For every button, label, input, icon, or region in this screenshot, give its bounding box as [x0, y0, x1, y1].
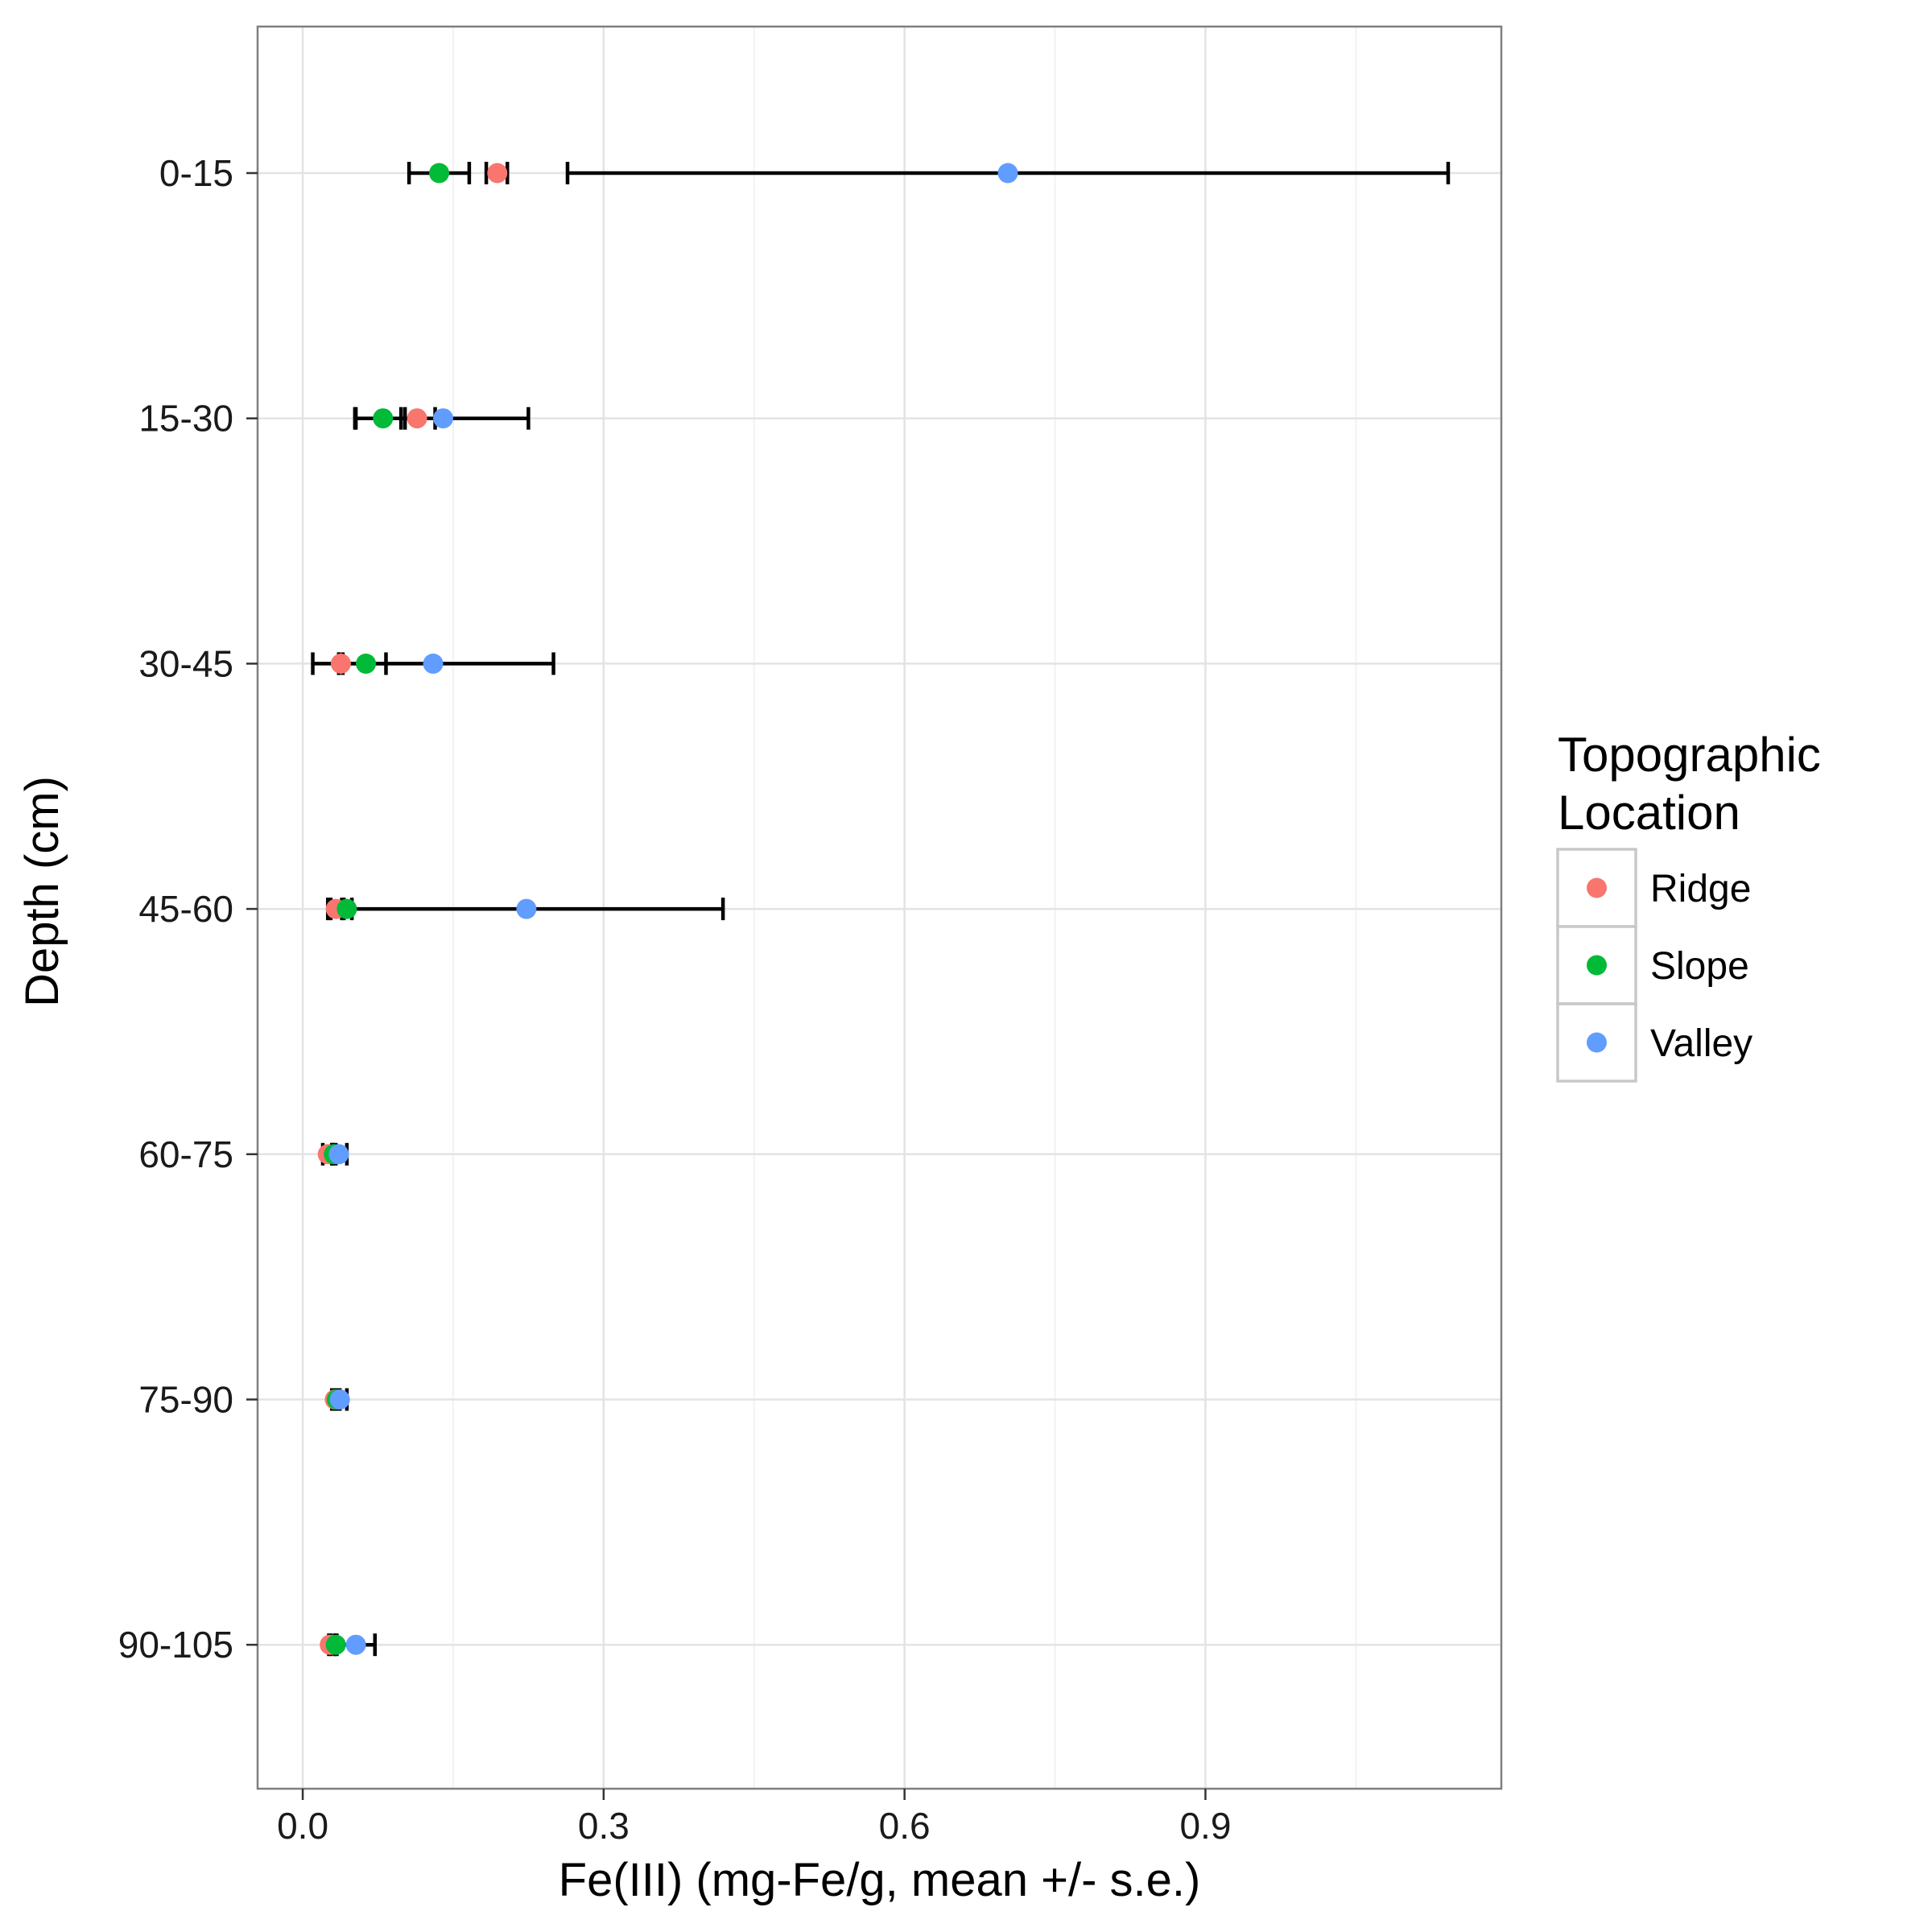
data-point-valley — [345, 1634, 366, 1655]
data-point-valley — [328, 1144, 349, 1165]
legend-key-valley — [1587, 1032, 1607, 1053]
x-tick-label: 0.6 — [879, 1805, 931, 1847]
legend-key-slope — [1587, 955, 1607, 976]
data-point-slope — [373, 408, 394, 429]
data-point-valley — [516, 898, 537, 919]
data-point-slope — [325, 1634, 346, 1655]
legend-label-ridge: Ridge — [1650, 868, 1751, 910]
y-tick-label: 0-15 — [159, 152, 233, 194]
data-point-valley — [433, 408, 454, 429]
data-points — [317, 163, 1018, 1655]
legend-title-line-1: Topographic — [1558, 728, 1821, 782]
x-axis-title: Fe(III) (mg-Fe/g, mean +/- s.e.) — [559, 1854, 1201, 1906]
data-point-ridge — [407, 408, 427, 429]
legend-keys: Ridge Slope Valley — [1556, 848, 1752, 1083]
legend-title-line-2: Location — [1558, 786, 1740, 840]
data-point-slope — [336, 898, 357, 919]
legend: Topographic Location Ridge Slope Valley — [1556, 728, 1821, 1083]
data-point-slope — [429, 163, 450, 184]
y-axis-title: Depth (cm) — [16, 776, 68, 1007]
y-tick-label: 60-75 — [138, 1133, 233, 1175]
data-point-ridge — [487, 163, 508, 184]
x-tick-label: 0.0 — [277, 1805, 328, 1847]
y-tick-label: 15-30 — [138, 398, 233, 440]
y-tick-label: 90-105 — [118, 1624, 233, 1666]
data-point-valley — [329, 1389, 350, 1410]
data-point-ridge — [330, 653, 351, 674]
data-point-valley — [997, 163, 1018, 184]
y-tick-label: 75-90 — [138, 1379, 233, 1421]
panel-border — [256, 25, 1503, 1790]
data-point-valley — [423, 653, 444, 674]
y-tick-label: 45-60 — [138, 888, 233, 930]
data-point-slope — [356, 653, 377, 674]
axes: 0.0 0.3 0.6 0.9 0-15 15-30 30-45 45-60 60-75 75-9… — [118, 152, 1232, 1847]
x-tick-label: 0.3 — [578, 1805, 630, 1847]
legend-label-slope: Slope — [1650, 945, 1749, 988]
legend-label-valley: Valley — [1650, 1022, 1752, 1065]
x-tick-label: 0.9 — [1179, 1805, 1231, 1847]
y-tick-label: 30-45 — [138, 642, 233, 684]
legend-key-ridge — [1587, 877, 1607, 898]
